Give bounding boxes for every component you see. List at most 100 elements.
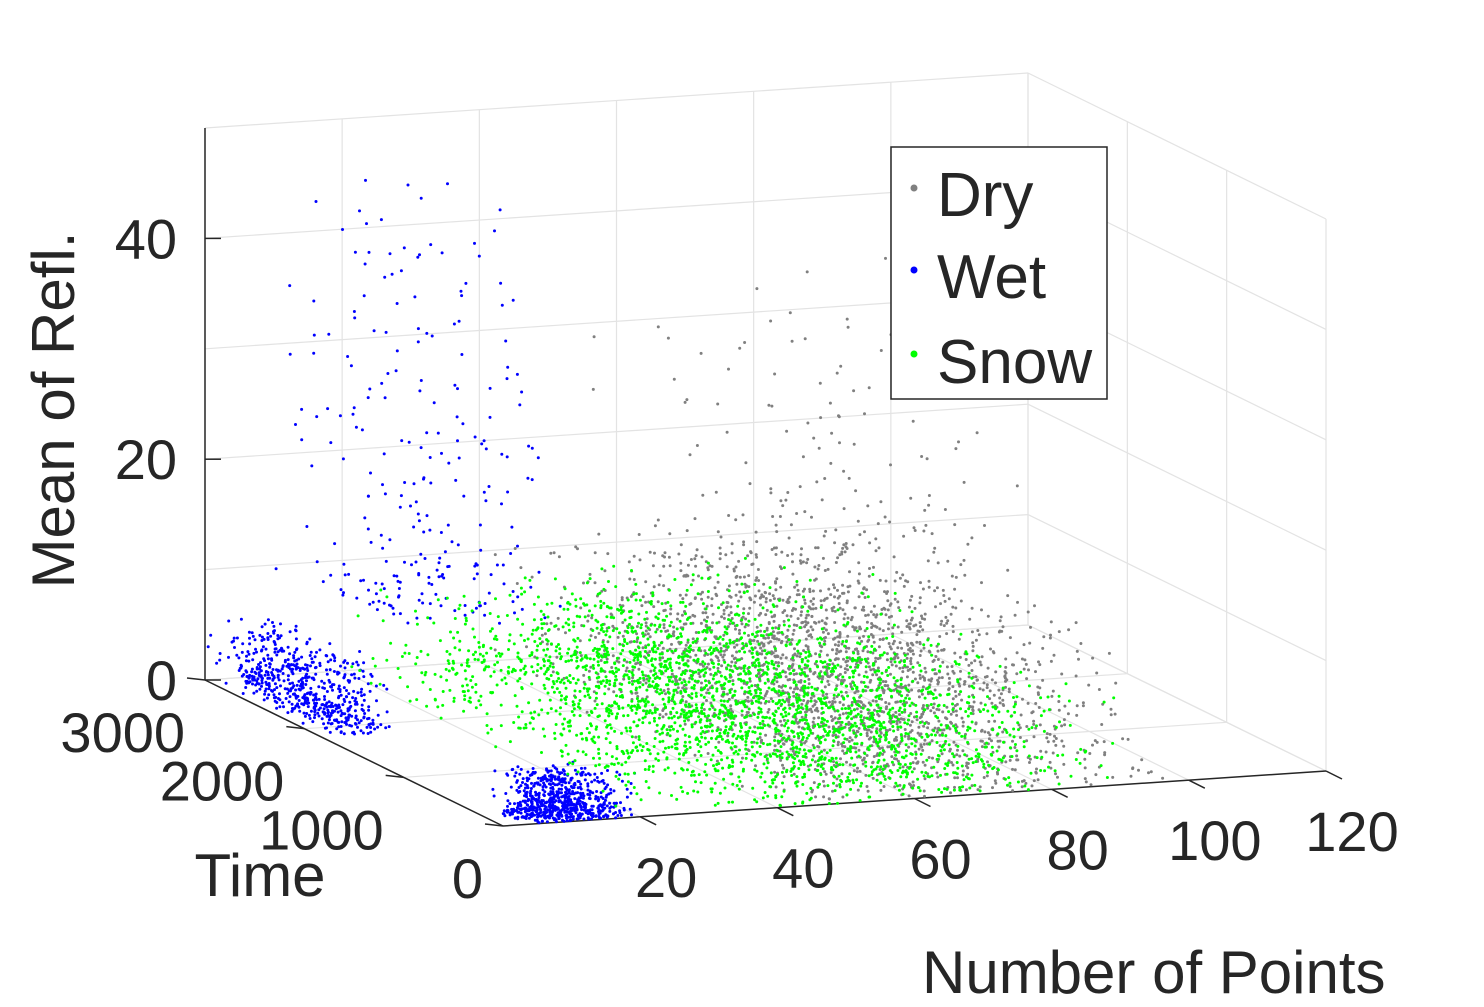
data-points (206, 178, 1165, 825)
data-point (375, 699, 378, 703)
data-point (777, 661, 780, 665)
data-point (597, 747, 601, 751)
data-point (841, 744, 844, 748)
data-point (450, 540, 454, 544)
data-point (776, 631, 780, 635)
data-point (787, 700, 791, 704)
data-point (837, 602, 841, 605)
data-point (1062, 744, 1066, 748)
data-point (580, 771, 584, 775)
data-point (918, 676, 922, 680)
data-point (995, 770, 999, 774)
data-point (881, 680, 885, 683)
data-point (793, 647, 796, 651)
data-point (694, 631, 698, 634)
data-point (885, 592, 889, 595)
data-point (990, 745, 994, 749)
data-point (504, 682, 508, 686)
data-point (789, 686, 792, 690)
data-point (858, 627, 862, 631)
data-point (1048, 732, 1052, 736)
data-point (1015, 672, 1019, 676)
data-point (901, 666, 905, 670)
data-point (950, 761, 953, 764)
data-point (720, 758, 724, 762)
data-point (955, 753, 959, 757)
data-point (334, 718, 338, 722)
data-point (459, 289, 463, 293)
data-point (963, 680, 967, 684)
data-point (854, 489, 858, 493)
data-point (805, 718, 808, 722)
data-point (762, 582, 766, 586)
data-point (649, 669, 653, 673)
data-point (279, 684, 282, 688)
data-point (705, 604, 709, 608)
data-point (766, 794, 770, 798)
data-point (681, 600, 685, 604)
data-point (674, 738, 678, 742)
data-point (526, 799, 530, 803)
data-point (594, 764, 598, 768)
data-point (484, 447, 488, 451)
data-point (718, 557, 722, 561)
data-point (983, 730, 987, 734)
data-point (753, 594, 757, 598)
data-point (337, 684, 341, 688)
data-point (275, 686, 279, 690)
data-point (603, 806, 607, 810)
data-point (896, 769, 900, 772)
data-point (588, 572, 592, 576)
data-point (312, 351, 316, 355)
data-point (597, 631, 601, 635)
data-point (726, 625, 730, 629)
data-point (508, 593, 512, 597)
data-point (841, 675, 845, 679)
data-point (402, 246, 406, 250)
data-point (766, 678, 770, 681)
data-point (679, 634, 683, 638)
data-point (573, 797, 577, 801)
data-point (430, 334, 434, 338)
data-point (861, 758, 865, 762)
data-point (506, 365, 510, 369)
data-point (595, 790, 599, 793)
data-point (551, 790, 555, 794)
data-point (262, 698, 266, 702)
data-point (276, 637, 280, 641)
data-point (349, 704, 353, 708)
data-point (918, 673, 922, 677)
data-point (493, 229, 496, 233)
data-point (273, 688, 276, 692)
data-point (811, 743, 815, 747)
data-point (305, 666, 309, 670)
data-point (300, 680, 304, 684)
data-point (309, 686, 313, 690)
data-point (412, 525, 416, 529)
data-point (823, 730, 827, 733)
data-point (588, 789, 592, 793)
data-point (453, 383, 457, 387)
data-point (493, 553, 497, 557)
data-point (543, 632, 547, 636)
data-point (357, 721, 361, 725)
data-point (875, 754, 879, 757)
data-point (978, 785, 982, 789)
data-point (506, 490, 510, 494)
data-point (746, 695, 750, 699)
data-point (771, 699, 775, 703)
data-point (791, 690, 795, 694)
data-point (727, 613, 731, 617)
data-point (897, 692, 901, 696)
data-point (304, 683, 308, 686)
data-point (785, 729, 789, 733)
data-point (829, 461, 833, 465)
data-point (854, 750, 858, 754)
data-point (553, 800, 556, 804)
data-point (893, 738, 896, 742)
data-point (751, 663, 755, 667)
data-point (930, 739, 934, 743)
data-point (735, 737, 739, 741)
data-point (414, 609, 417, 613)
data-point (416, 327, 420, 331)
